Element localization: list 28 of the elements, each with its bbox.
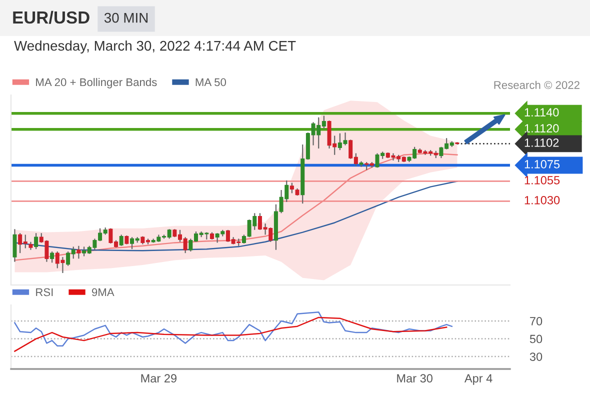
ref-line-label: 1.1102 [524, 138, 559, 147]
ref-line-label: 1.1140 [524, 108, 559, 117]
y-tick-label: 30 [530, 352, 542, 361]
candlestick [34, 232, 38, 250]
text: Research © 2022 [494, 80, 580, 89]
ref-line-label: 1.1030 [524, 196, 560, 204]
ref-line-label: 1.1120 [524, 124, 559, 132]
candlestick [119, 234, 124, 246]
legend-label: MA 50 [196, 78, 226, 86]
ref-line-label: 1.1075 [524, 160, 560, 168]
candlestick [290, 182, 294, 194]
legend-label: 9MA [92, 288, 114, 296]
text: 30 MIN [104, 12, 148, 23]
candlestick [76, 245, 81, 260]
line-series [14, 316, 448, 352]
x-tick-label: Mar 30 [397, 374, 432, 383]
candlestick [12, 228, 17, 262]
x-tick-label: Apr 4 [464, 374, 492, 385]
candlestick [50, 250, 54, 264]
chart-subtitle: Wednesday, March 30, 2022 4:17:44 AM CET [14, 40, 296, 54]
line-series [14, 311, 453, 347]
ref-line-label: 1.1055 [524, 176, 560, 184]
legend-label: RSI [36, 288, 53, 296]
y-tick-label: 70 [530, 317, 542, 326]
x-tick-label: Mar 29 [141, 374, 176, 383]
y-tick-label: 50 [530, 334, 542, 344]
chart-title: EUR/USD [13, 10, 90, 24]
legend-label: MA 20 + Bollinger Bands [36, 78, 157, 88]
